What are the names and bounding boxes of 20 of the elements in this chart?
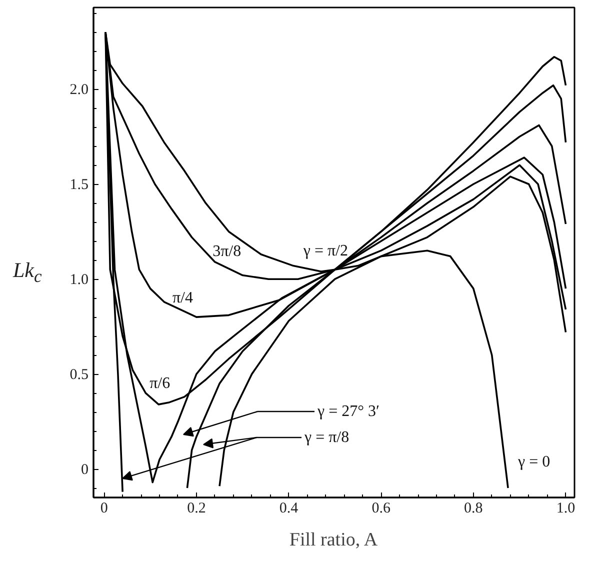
annotation: γ = 0 [517, 454, 550, 471]
x-tick-label: 0.8 [464, 500, 483, 516]
y-axis-title: Lk$_{c}$ [13, 257, 42, 288]
x-tick-label: 0.2 [187, 500, 206, 516]
annotation: 3π/8 [212, 242, 242, 260]
x-tick-label: 1.0 [556, 500, 576, 516]
y-tick-label: 1.5 [70, 177, 88, 194]
annotation: π/6 [150, 374, 170, 392]
x-tick-label: 0.6 [372, 500, 391, 516]
x-tick-label: 0.4 [279, 500, 299, 516]
y-tick-label: 1.0 [70, 272, 88, 288]
annotation: γ = 27° 3′ [316, 403, 380, 420]
y-tick-label: 0 [81, 462, 88, 478]
annotation: π/4 [172, 290, 193, 307]
annotation: γ = π/8 [304, 429, 350, 446]
x-tick-label: 0 [100, 500, 108, 516]
x-axis-title: Fill ratio, A [289, 530, 378, 550]
y-tick-label: 0.5 [70, 367, 88, 384]
y-tick-label: 2.0 [70, 82, 88, 98]
annotation: γ = π/2 [302, 242, 348, 260]
